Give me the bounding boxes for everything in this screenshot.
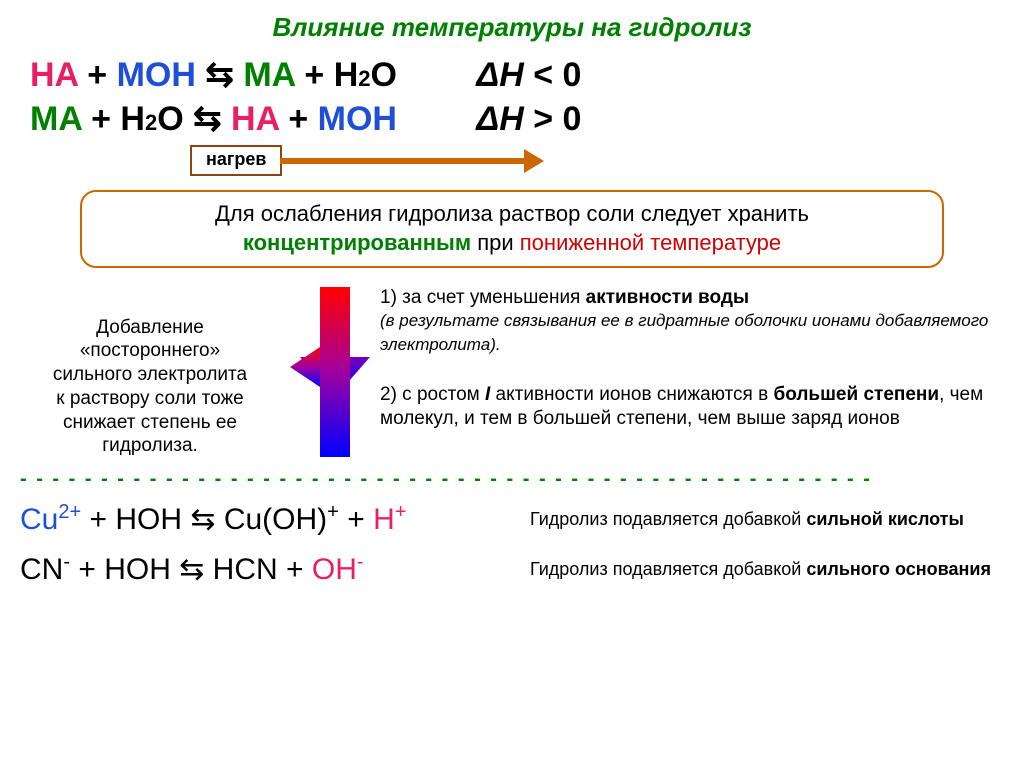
b2-mid: + HOH ⇆ HCN +	[70, 553, 312, 586]
b1-plus-sup: +	[327, 501, 339, 523]
r2b: активности ионов снижаются в	[490, 384, 773, 405]
divider-dashes: - - - - - - - - - - - - - - - - - - - - …	[20, 468, 1004, 491]
eq2-rel: > 0	[524, 100, 582, 138]
r1note: (в результате связывания ее в гидратные …	[380, 311, 988, 354]
left-t2: «постороннего»	[80, 340, 220, 361]
eq1-MA: MA	[243, 56, 295, 94]
b2-note-b: сильного основания	[806, 559, 991, 579]
eq1-O: O	[371, 56, 397, 94]
left-t1: Добавление	[96, 317, 204, 338]
info-lowtemp: пониженной температуре	[520, 230, 781, 255]
eq1-arrows: ⇆	[196, 56, 243, 94]
left-t5: снижает степень ее	[63, 412, 237, 433]
r2a: 2) с ростом	[380, 384, 485, 405]
eq1-H: H	[334, 56, 359, 94]
eq2-O: O	[157, 100, 183, 138]
left-t3: сильного электролита	[53, 364, 247, 385]
info-concentrated: концентрированным	[243, 230, 471, 255]
bottom-eq-1: Cu2+ + HOH ⇆ Cu(OH)+ + H+ Гидролиз подав…	[20, 501, 1004, 537]
heating-row: нагрев	[190, 145, 1004, 176]
b1-note-a: Гидролиз подавляется добавкой	[530, 509, 806, 529]
right-item-1: 1) за счет уменьшения активности воды (в…	[380, 286, 1004, 357]
eq1-rel: < 0	[524, 56, 582, 94]
b2-OH: OH	[312, 553, 357, 586]
b2-CN: CN	[20, 553, 63, 586]
info-box: Для ослабления гидролиза раствор соли сл…	[80, 190, 944, 267]
r1a: 1) за счет уменьшения	[380, 287, 586, 308]
eq2-plus1: +	[82, 100, 121, 138]
bottom1-formula: Cu2+ + HOH ⇆ Cu(OH)+ + H+	[20, 501, 530, 537]
eq2-arrows: ⇆	[184, 100, 231, 138]
b1-note-b: сильной кислоты	[806, 509, 964, 529]
b1-Cu: Cu	[20, 503, 58, 536]
gradient-arrow-icon	[290, 286, 370, 459]
right-item-2: 2) с ростом I активности ионов снижаются…	[380, 383, 1004, 431]
equation-1: HA + MOH ⇆ MA + H2O ΔH < 0	[30, 53, 1004, 97]
eq2-MA: MA	[30, 100, 82, 138]
eq1-plus1: +	[78, 56, 117, 94]
page-title: Влияние температуры на гидролиз	[20, 12, 1004, 43]
eq2-MOH: MOH	[318, 100, 397, 138]
b1-mid: + HOH ⇆ Cu(OH)	[81, 503, 327, 536]
b1-sep: +	[339, 503, 373, 536]
eq1-HA: HA	[30, 56, 78, 94]
eq2-H: H	[120, 100, 145, 138]
equation-2: MA + H2O ⇆ HA + MOH ΔH > 0	[30, 97, 1004, 141]
info-line1: Для ослабления гидролиза раствор соли сл…	[215, 201, 809, 226]
heating-arrow-icon	[280, 158, 530, 164]
right-notes: 1) за счет уменьшения активности воды (в…	[380, 286, 1004, 459]
left-t6: гидролиза.	[102, 435, 198, 456]
info-at: при	[471, 230, 520, 255]
left-t4: к раствору соли тоже	[56, 388, 243, 409]
b2-CNsup: -	[63, 551, 70, 573]
bottom-eq-2: CN- + HOH ⇆ HCN + OH- Гидролиз подавляет…	[20, 551, 1004, 587]
b2-OHsup: -	[357, 551, 364, 573]
b1-Hsup: +	[395, 501, 407, 523]
middle-section: Добавление «постороннего» сильного элект…	[20, 286, 1004, 459]
eq2-plus2: +	[279, 100, 318, 138]
bottom1-note: Гидролиз подавляется добавкой сильной ки…	[530, 509, 964, 530]
eq1-MOH: MOH	[117, 56, 196, 94]
eq2-HA: HA	[231, 100, 279, 138]
b1-H: H	[373, 503, 395, 536]
eq2-2: 2	[145, 110, 157, 135]
left-note: Добавление «постороннего» сильного элект…	[20, 286, 280, 459]
b1-charge: 2+	[58, 501, 81, 523]
eq1-2: 2	[358, 66, 370, 91]
b2-note-a: Гидролиз подавляется добавкой	[530, 559, 806, 579]
bottom2-formula: CN- + HOH ⇆ HCN + OH-	[20, 551, 530, 587]
eq2-dH: ΔH	[476, 100, 523, 138]
heating-label: нагрев	[190, 145, 282, 176]
r1b: активности воды	[586, 287, 749, 308]
eq1-dH: ΔH	[476, 56, 523, 94]
r2c: большей степени	[773, 384, 939, 405]
eq1-plus2: +	[295, 56, 334, 94]
bottom2-note: Гидролиз подавляется добавкой сильного о…	[530, 559, 991, 580]
